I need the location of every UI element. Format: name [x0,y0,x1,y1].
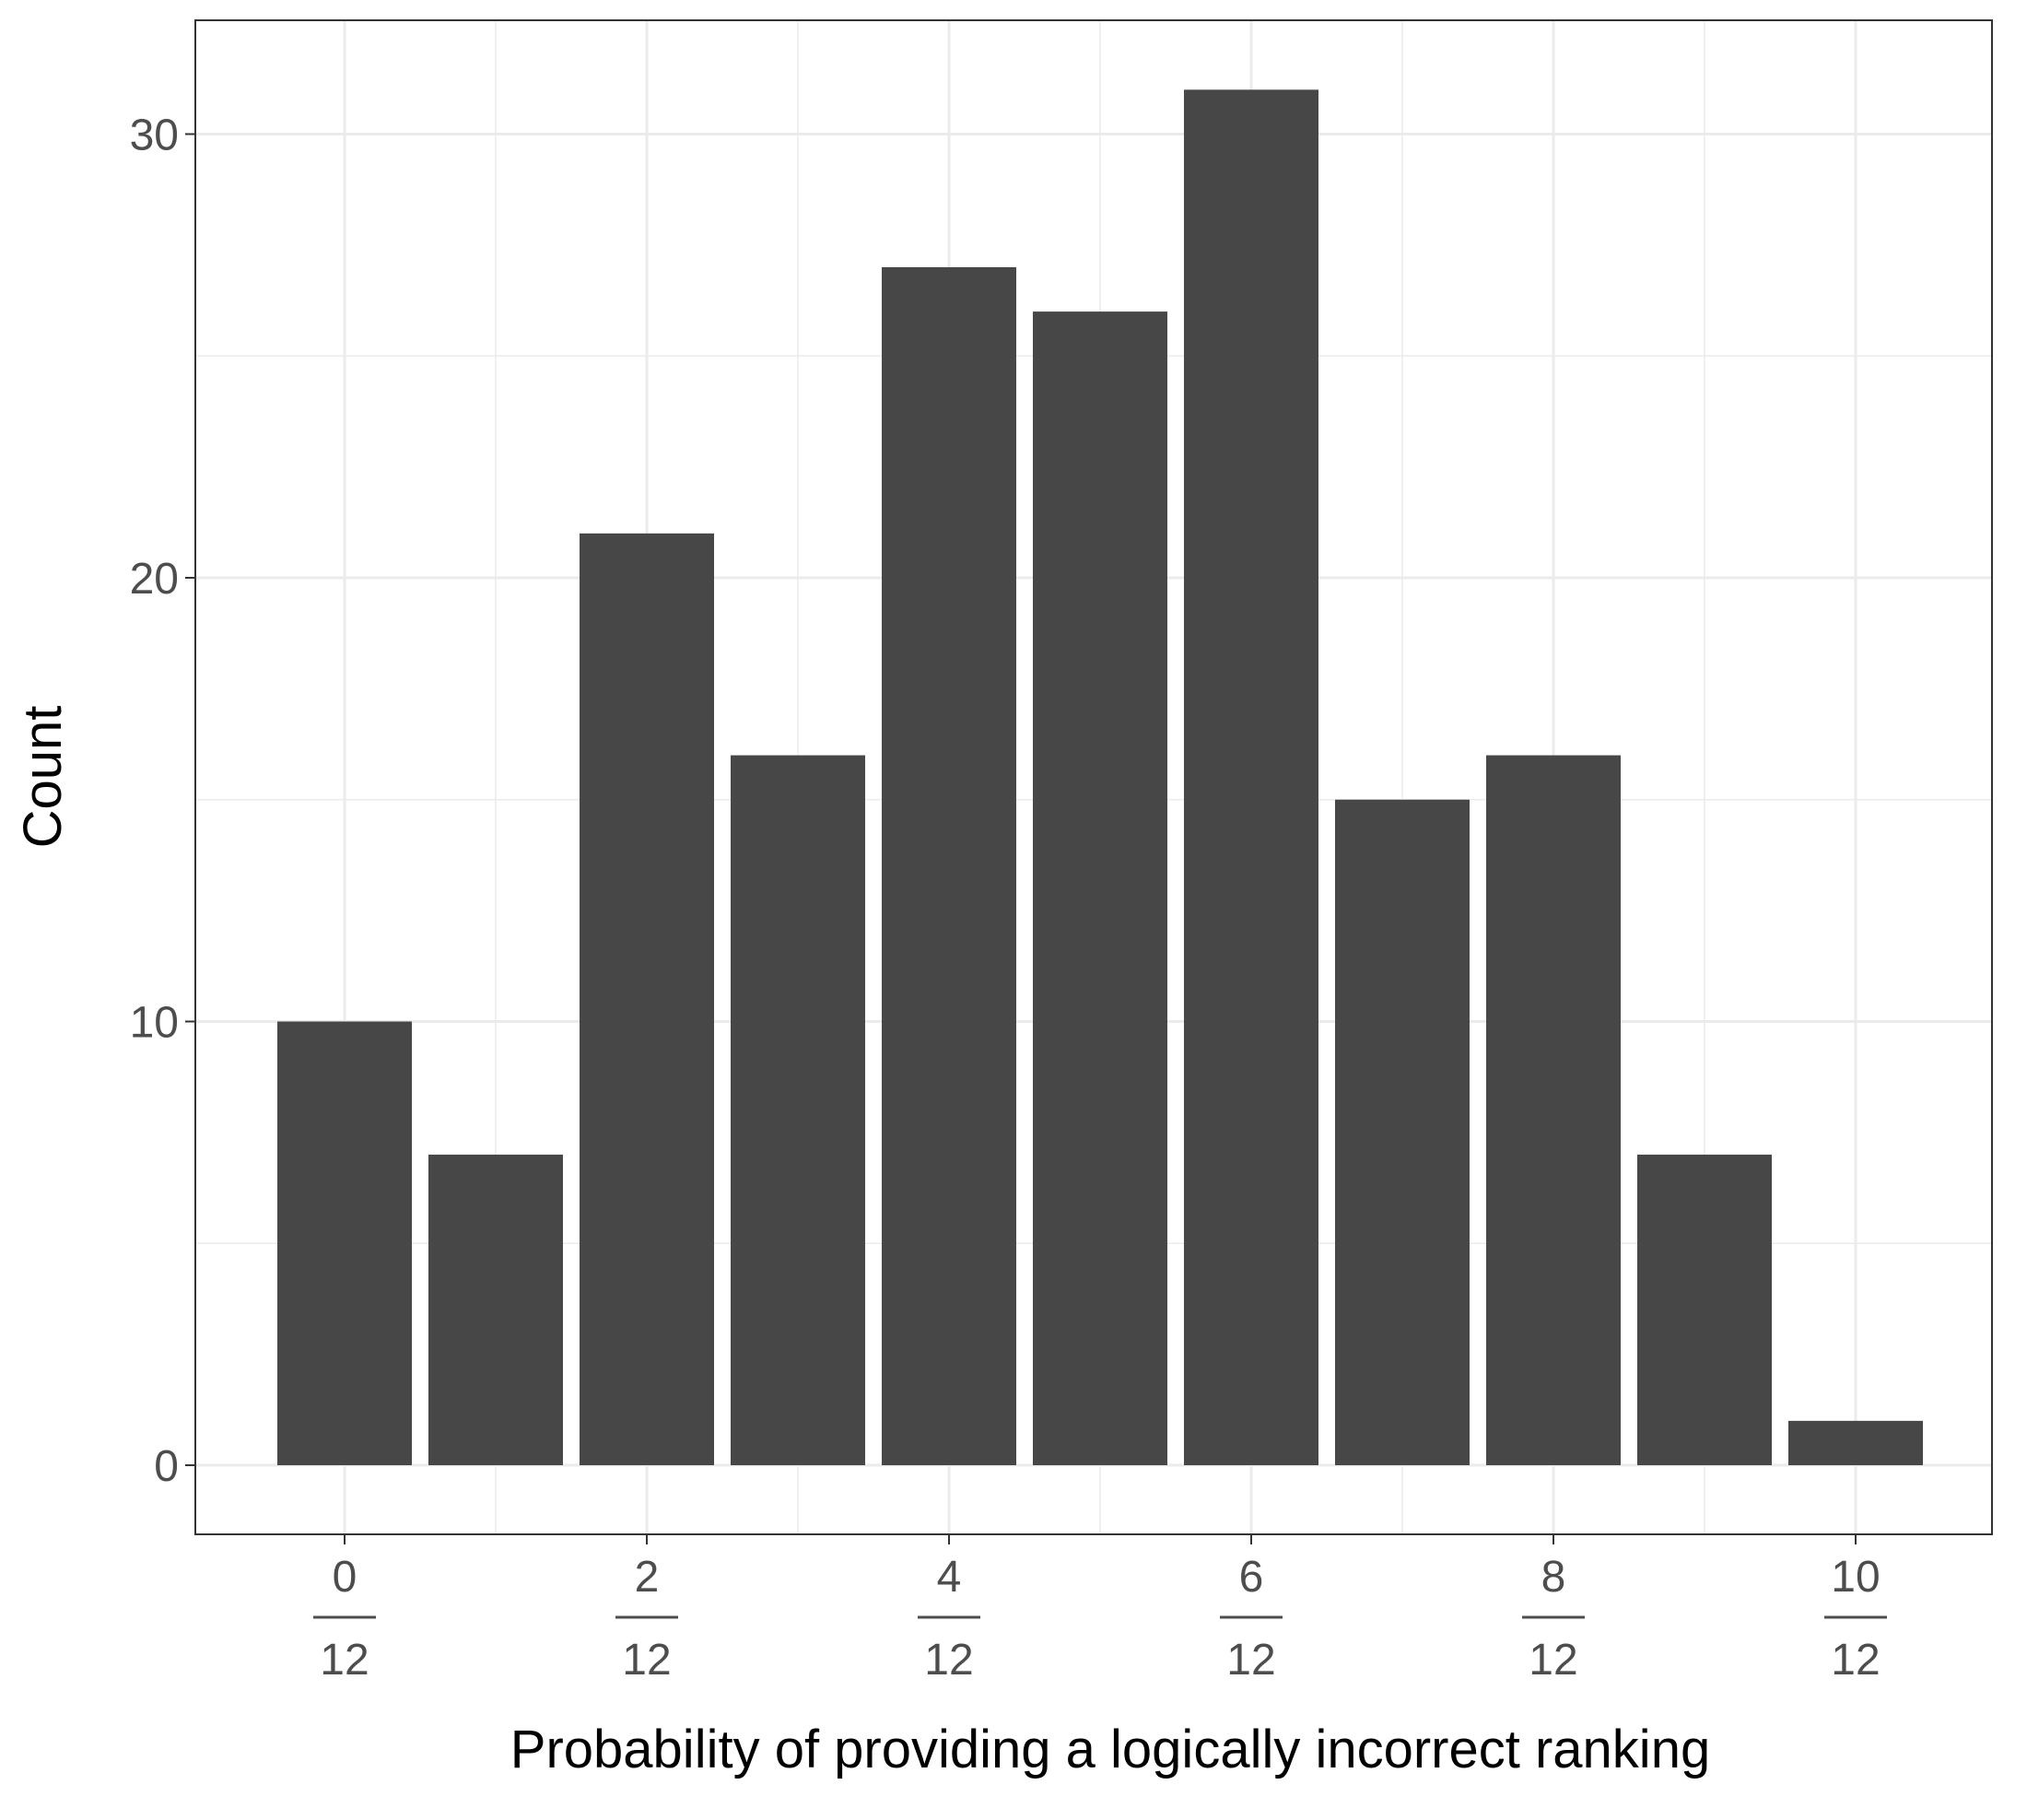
y-tick-label: 20 [130,555,179,604]
x-tick-label-denominator: 12 [1226,1636,1275,1685]
y-tick-label: 10 [130,999,179,1048]
bar [1486,755,1621,1465]
x-tick-label-denominator: 12 [924,1636,973,1685]
x-tick-label-denominator: 12 [320,1636,369,1685]
x-tick-label-numerator: 4 [937,1553,962,1602]
x-tick-label-denominator: 12 [622,1636,671,1685]
bar [428,1154,563,1465]
plot-panel-border [194,19,1993,1535]
bar [1637,1154,1772,1465]
bars [277,89,1923,1466]
x-tick-label-numerator: 6 [1239,1553,1264,1602]
bar [731,755,865,1465]
bar [277,1021,412,1465]
x-tick-label-numerator: 8 [1541,1553,1566,1602]
bar [882,266,1016,1466]
x-tick-label-denominator: 12 [1529,1636,1577,1685]
bar [580,533,714,1465]
x-axis-title: Probability of providing a logically inc… [510,1720,1710,1779]
y-tick-label: 30 [130,112,179,160]
x-tick-label-numerator: 0 [333,1553,357,1602]
x-tick-label-numerator: 2 [635,1553,660,1602]
bar [1335,799,1470,1465]
x-axis: 0 12 2 12 4 12 6 12 8 12 10 12 [313,1534,1887,1685]
x-tick-label-denominator: 12 [1831,1636,1880,1685]
bar [1184,89,1318,1466]
x-tick-label-numerator: 10 [1831,1553,1880,1602]
y-axis: 0 10 20 30 [130,112,195,1491]
bar [1788,1420,1923,1465]
y-tick-label: 0 [154,1442,179,1491]
bar [1033,311,1167,1466]
y-axis-title: Count [13,706,73,849]
